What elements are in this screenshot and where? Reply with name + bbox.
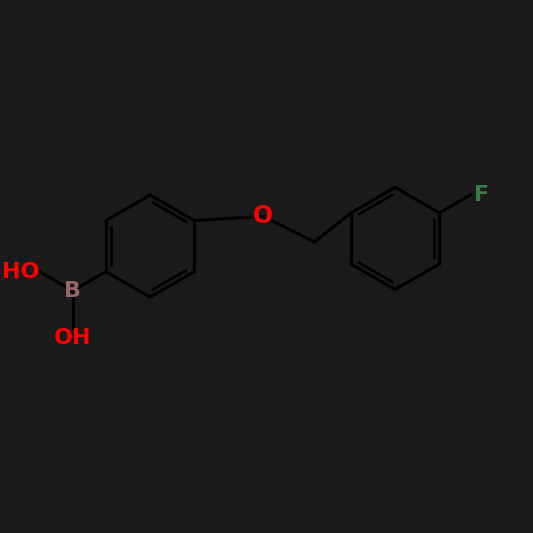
Text: OH: OH xyxy=(54,327,92,348)
Text: HO: HO xyxy=(2,262,39,281)
Text: B: B xyxy=(64,281,81,301)
Text: F: F xyxy=(474,184,489,205)
Text: O: O xyxy=(253,205,273,229)
